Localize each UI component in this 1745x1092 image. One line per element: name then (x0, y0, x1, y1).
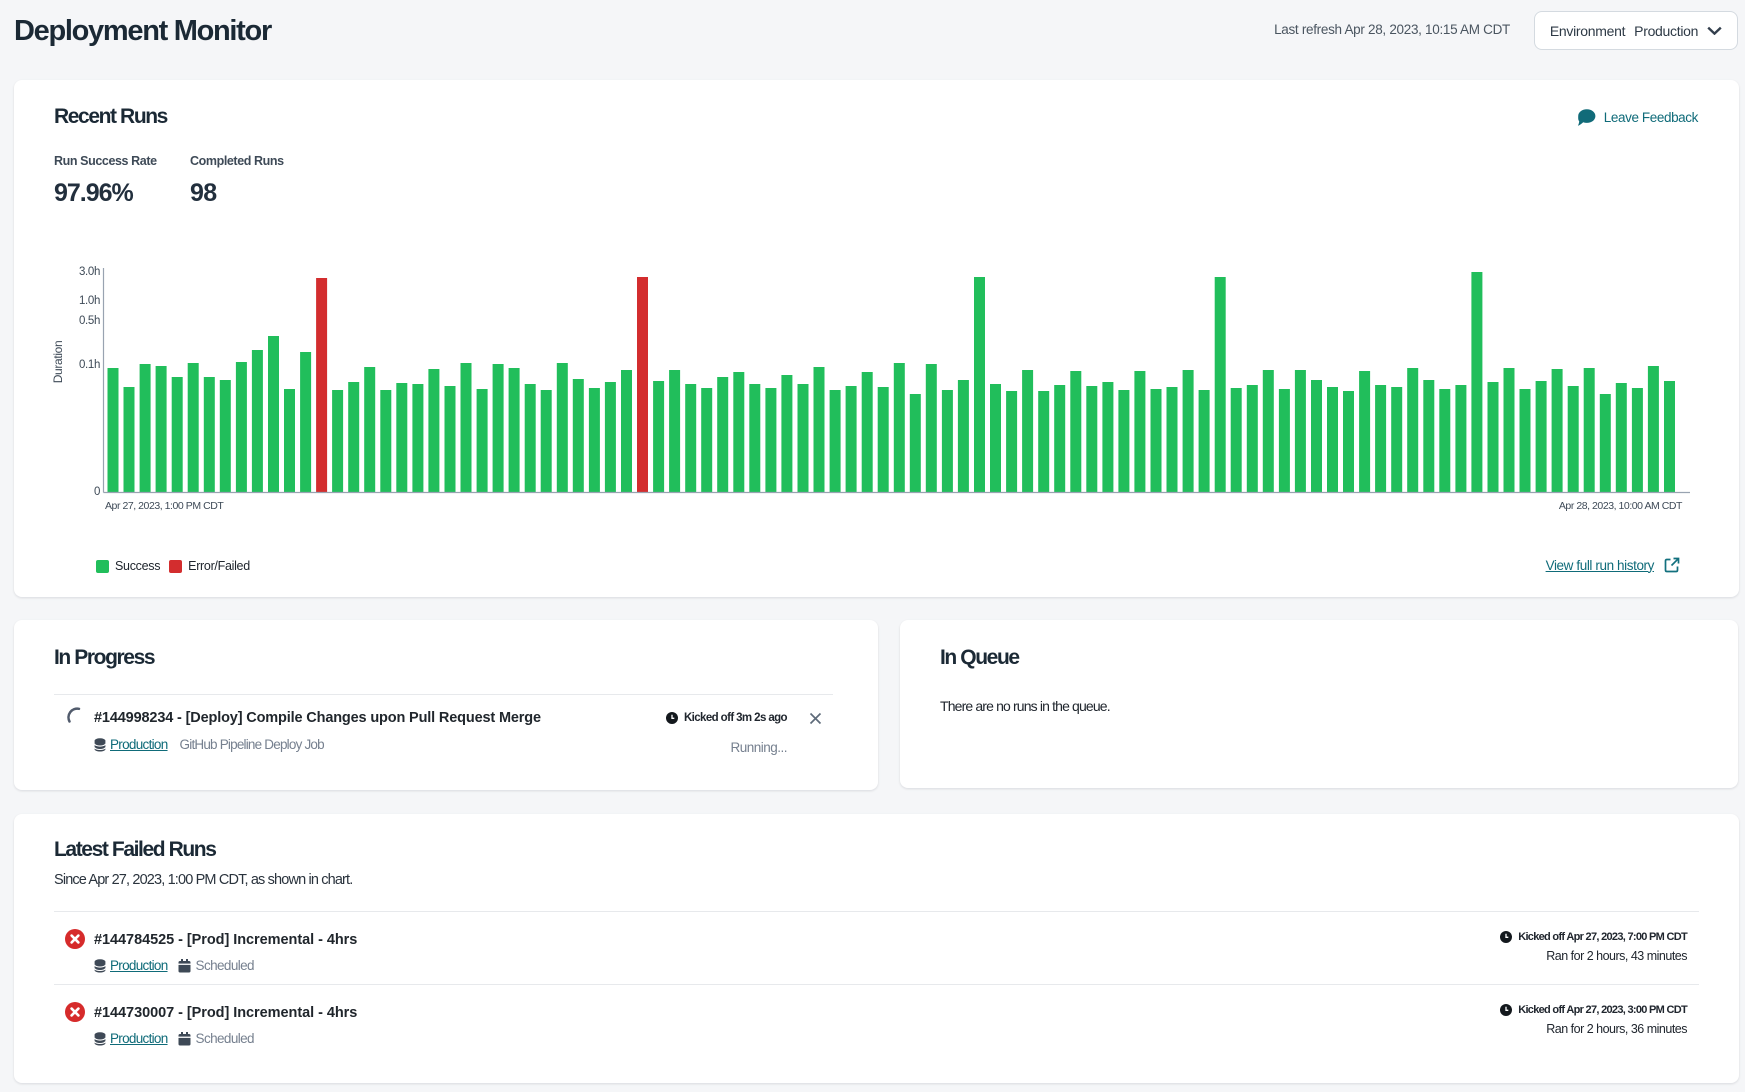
svg-text:Apr 27, 2023, 1:00 PM CDT: Apr 27, 2023, 1:00 PM CDT (105, 500, 224, 512)
svg-text:0.5h: 0.5h (79, 315, 100, 327)
svg-text:0: 0 (94, 486, 100, 498)
svg-text:0.1h: 0.1h (79, 359, 100, 371)
svg-text:3.0h: 3.0h (79, 266, 100, 278)
svg-text:Duration: Duration (51, 341, 65, 384)
svg-text:1.0h: 1.0h (79, 295, 100, 307)
svg-text:Apr 28, 2023, 10:00 AM CDT: Apr 28, 2023, 10:00 AM CDT (1559, 500, 1683, 512)
